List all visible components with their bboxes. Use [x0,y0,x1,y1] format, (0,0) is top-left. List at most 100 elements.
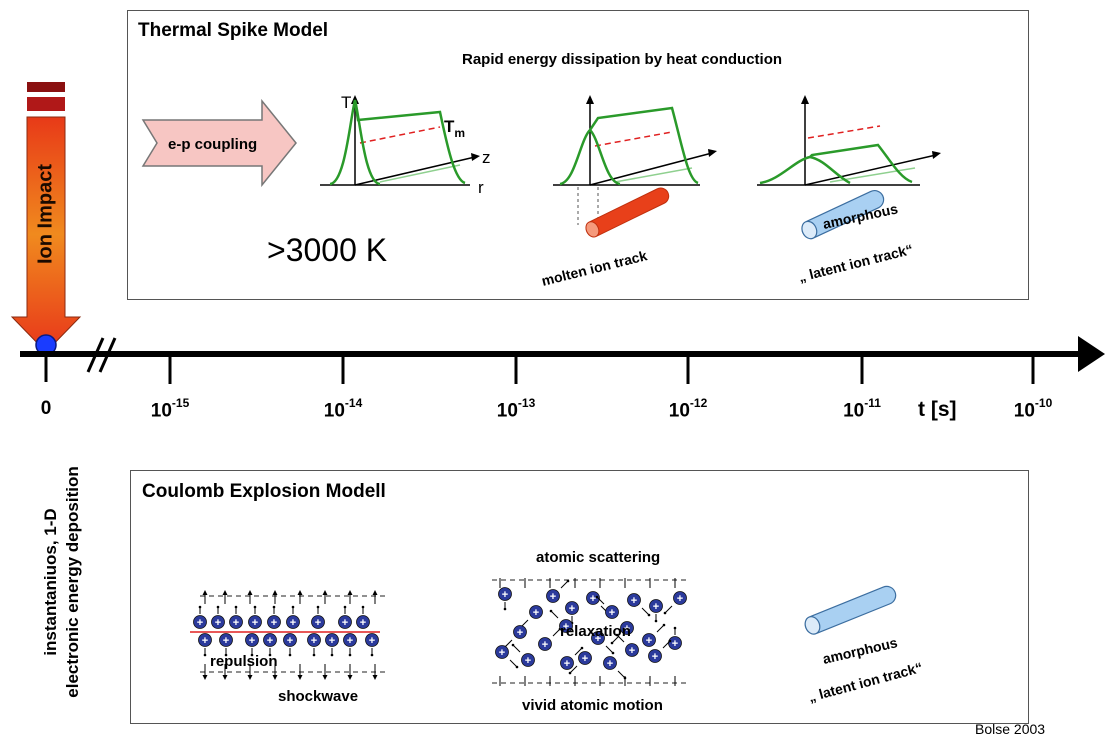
svg-text:+: + [607,658,613,670]
ion-particle: + [338,605,352,629]
ion-particle: + [248,605,262,629]
ion-particle: + [245,633,259,657]
svg-text:+: + [329,635,335,647]
amorphous-track-icon-top [801,190,885,240]
tick-label-zero: 0 [40,398,52,419]
ion-particle: + [198,633,212,657]
svg-text:+: + [311,635,317,647]
amorphous-track-icon-bottom [804,585,897,635]
thermal-spike-title: Thermal Spike Model [138,20,329,41]
svg-text:+: + [542,639,548,651]
svg-text:+: + [631,595,637,607]
ion-particle: + [286,605,300,629]
svg-text:+: + [342,617,348,629]
ion-particle: + [663,591,687,615]
ion-particle: + [591,631,615,655]
svg-text:+: + [677,593,683,605]
credit-label: Bolse 2003 [975,721,1046,737]
timeline-tick-label: 10-11 [843,396,881,422]
svg-text:+: + [517,627,523,639]
ion-particle: + [263,633,277,657]
svg-text:+: + [271,617,277,629]
svg-text:+: + [360,617,366,629]
ion-particle: + [538,627,562,651]
ion-particle: + [343,633,357,657]
thermal-spike-subtitle: Rapid energy dissipation by heat conduct… [462,51,783,68]
ep-coupling-label: e-p coupling [168,136,257,153]
svg-text:+: + [609,607,615,619]
time-unit-label: t [s] [918,398,957,421]
temperature-profile-graph-3 [757,95,941,186]
svg-text:+: + [653,601,659,613]
svg-text:+: + [624,623,630,635]
temperature-profile-graph-2 [553,95,717,225]
svg-text:+: + [233,617,239,629]
svg-text:+: + [502,589,508,601]
timeline-tick-label: 10-13 [496,396,536,422]
ion-particle: + [211,605,225,629]
ion-particle: + [627,593,651,617]
svg-text:+: + [347,635,353,647]
ion-particle: + [219,633,233,657]
ion-particle: + [603,656,627,680]
repulsion-label: repulsion [210,653,278,670]
svg-text:+: + [525,655,531,667]
shockwave-label: shockwave [278,688,358,705]
ion-particle: + [568,651,592,675]
svg-text:+: + [590,593,596,605]
ion-particle: + [511,643,535,667]
svg-text:+: + [629,645,635,657]
ep-coupling-arrow [141,98,297,188]
svg-text:+: + [550,591,556,603]
ion-particle: + [649,599,663,623]
atomic-scattering-label: atomic scattering [536,549,660,566]
svg-text:+: + [223,635,229,647]
ion-particle: + [668,626,682,650]
svg-text:+: + [672,638,678,650]
coulomb-explosion-title: Coulomb Explosion Modell [142,481,386,502]
svg-text:+: + [369,635,375,647]
molten-ion-track-icon [585,187,670,238]
scattering-ions: +++++++ ++++++++ +++ + + ++ + [495,578,687,686]
ion-particle: + [615,633,639,657]
vivid-motion-label: vivid atomic motion [522,697,663,714]
ion-particle: + [642,623,666,647]
ion-particle: + [365,633,379,657]
axis-Tm-label: Tm [444,117,465,140]
ion-particle: + [498,587,512,611]
svg-text:+: + [499,647,505,659]
svg-text:+: + [569,603,575,615]
ion-particle: + [283,633,297,657]
ion-particle: + [519,605,543,629]
relaxation-label: relaxation [560,623,631,640]
temperature-label: >3000 K [267,232,388,268]
timeline-tick-label: 10-10 [1013,396,1053,422]
timeline-tick-label: 10-15 [150,396,190,422]
svg-text:+: + [563,621,569,633]
svg-text:+: + [290,617,296,629]
svg-text:+: + [252,617,258,629]
ion-particle: + [495,645,519,669]
ion-particle: + [267,605,281,629]
repulsion-ions: + + + + + + + + ++ + + + + + + + + [193,605,379,657]
ion-particle: + [549,609,573,633]
svg-text:+: + [564,658,570,670]
ion-particle: + [311,605,325,629]
svg-text:+: + [582,653,588,665]
ion-particle: + [193,605,207,629]
axis-z-label: z [482,148,491,167]
ion-particle: + [229,605,243,629]
ion-particle: + [610,621,634,645]
ion-particle: + [595,595,619,619]
ion-impact-arrow [10,82,82,356]
svg-text:+: + [287,635,293,647]
svg-text:+: + [646,635,652,647]
ion-particle: + [503,625,527,649]
ion-particle: + [560,646,584,670]
ion-particle: + [356,605,370,629]
amorphous-bottom-label-1: amorphous [821,634,899,667]
svg-text:+: + [652,651,658,663]
temperature-profile-graph-1 [320,95,480,186]
